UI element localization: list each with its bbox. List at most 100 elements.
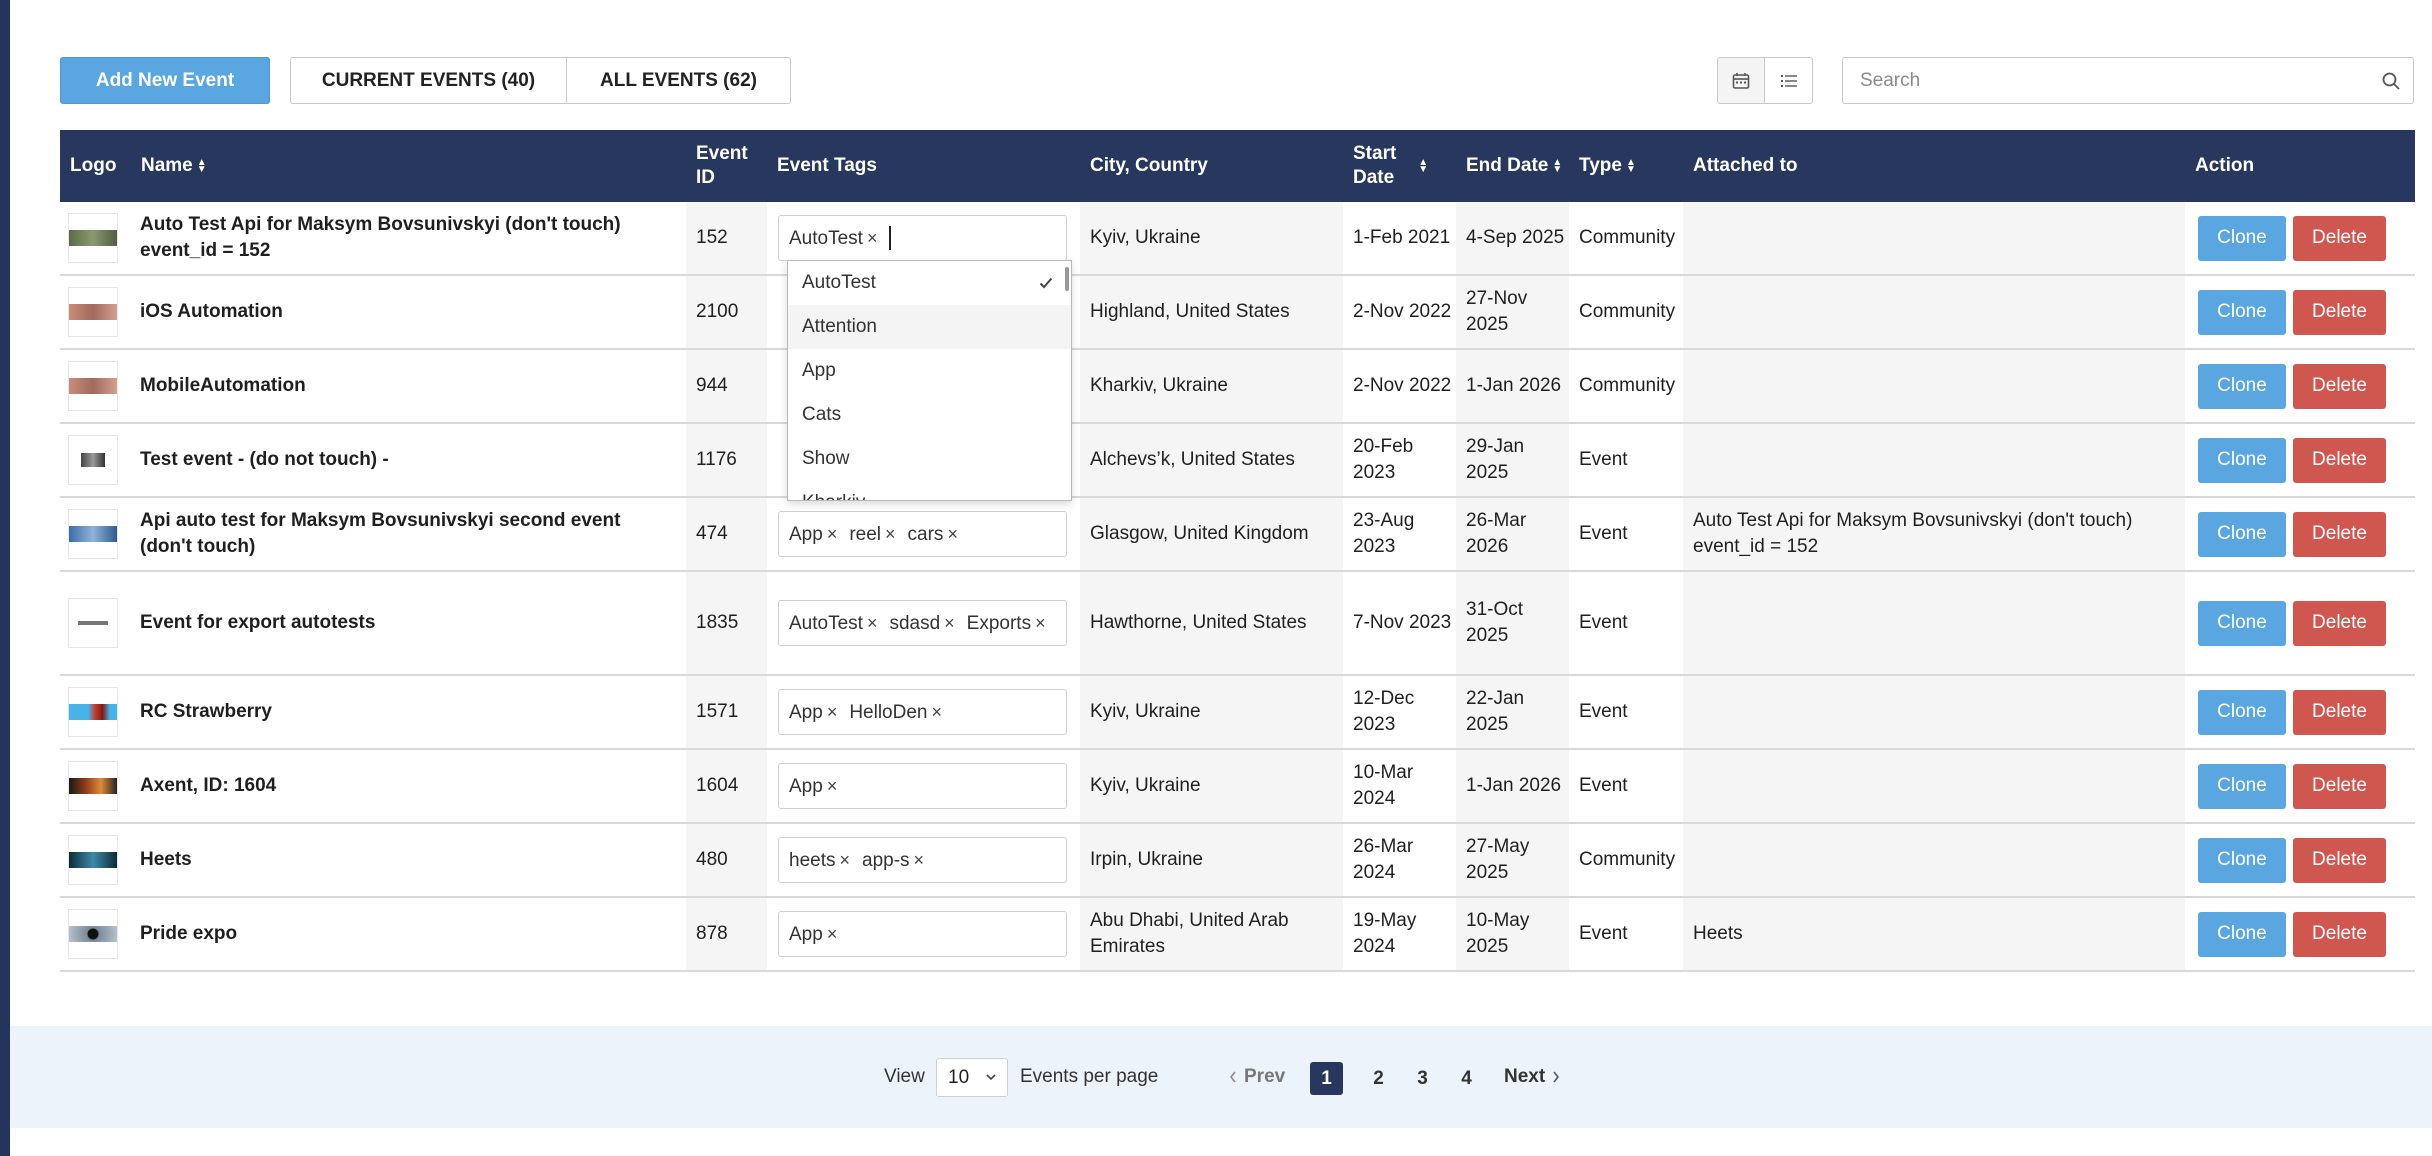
table-row: RC Strawberry 1571 App × HelloDen × Kyiv, … bbox=[60, 676, 2415, 750]
clone-button[interactable]: Clone bbox=[2198, 215, 2286, 261]
delete-button[interactable]: Delete bbox=[2293, 600, 2386, 646]
col-start-date[interactable]: Start Date ▲ ▼ bbox=[1353, 143, 1429, 188]
sort-icon[interactable]: ▲ ▼ bbox=[1418, 157, 1429, 175]
tags-input[interactable]: App × bbox=[778, 763, 1067, 809]
search-input[interactable] bbox=[1843, 58, 2343, 103]
event-tags: heets × app-s × bbox=[767, 824, 1080, 896]
delete-button[interactable]: Delete bbox=[2293, 289, 2386, 335]
remove-tag-icon[interactable]: × bbox=[826, 523, 838, 544]
tags-input[interactable]: App × reel × cars × bbox=[778, 511, 1067, 557]
delete-button[interactable]: Delete bbox=[2293, 689, 2386, 735]
page-1-button[interactable]: 1 bbox=[1310, 1062, 1343, 1095]
event-type: Event bbox=[1579, 523, 1628, 544]
logo-cell bbox=[60, 424, 131, 496]
tag-chip: cars × bbox=[907, 523, 958, 545]
tab-all-events[interactable]: ALL EVENTS (62) bbox=[567, 57, 791, 104]
delete-button[interactable]: Delete bbox=[2293, 511, 2386, 557]
list-view-button[interactable] bbox=[1765, 57, 1813, 104]
delete-button[interactable]: Delete bbox=[2293, 437, 2386, 483]
prev-page-button[interactable]: Prev bbox=[1228, 1026, 1285, 1128]
delete-button[interactable]: Delete bbox=[2293, 837, 2386, 883]
remove-tag-icon[interactable]: × bbox=[947, 523, 958, 544]
delete-button[interactable]: Delete bbox=[2293, 911, 2386, 957]
event-id: 2100 bbox=[686, 276, 767, 348]
delete-button[interactable]: Delete bbox=[2293, 363, 2386, 409]
remove-tag-icon[interactable]: × bbox=[866, 612, 878, 633]
add-new-event-button[interactable]: Add New Event bbox=[60, 57, 270, 104]
logo-cell bbox=[60, 750, 131, 822]
calendar-view-button[interactable] bbox=[1717, 57, 1765, 104]
clone-button[interactable]: Clone bbox=[2198, 837, 2286, 883]
table-row: Pride expo 878 App × Abu Dhabi, United Ar… bbox=[60, 898, 2415, 972]
remove-tag-icon[interactable]: × bbox=[866, 227, 878, 248]
next-page-button[interactable]: Next bbox=[1504, 1026, 1561, 1128]
sort-icon[interactable]: ▲ ▼ bbox=[1552, 157, 1563, 175]
event-end-date: 1-Jan 2026 bbox=[1456, 750, 1569, 822]
page-2-button[interactable]: 2 bbox=[1373, 1067, 1384, 1089]
event-logo bbox=[68, 361, 118, 411]
event-actions: Clone Delete bbox=[2185, 424, 2415, 496]
event-id: 474 bbox=[686, 498, 767, 570]
chevron-right-icon bbox=[1553, 1071, 1560, 1083]
dropdown-scrollbar[interactable] bbox=[1065, 267, 1069, 291]
event-logo bbox=[68, 835, 118, 885]
dropdown-option[interactable]: Cats bbox=[802, 404, 842, 425]
clone-button[interactable]: Clone bbox=[2198, 600, 2286, 646]
delete-button[interactable]: Delete bbox=[2293, 215, 2386, 261]
remove-tag-icon[interactable]: × bbox=[826, 701, 838, 722]
tags-input[interactable]: AutoTest × bbox=[778, 215, 1067, 261]
event-city: Hawthorne, United States bbox=[1080, 572, 1343, 674]
clone-button[interactable]: Clone bbox=[2198, 689, 2286, 735]
event-type: Community bbox=[1579, 301, 1676, 322]
event-name: Api auto test for Maksym Bovsunivskyi se… bbox=[140, 510, 621, 557]
table-row: Auto Test Api for Maksym Bovsunivskyi (d… bbox=[60, 202, 2415, 276]
dropdown-option[interactable]: Kharkiv bbox=[788, 481, 1071, 500]
tags-input[interactable]: App × bbox=[778, 911, 1067, 957]
dropdown-option[interactable]: Show bbox=[802, 448, 850, 469]
remove-tag-icon[interactable]: × bbox=[1035, 612, 1046, 633]
tags-input[interactable]: App × HelloDen × bbox=[778, 689, 1067, 735]
remove-tag-icon[interactable]: × bbox=[826, 775, 838, 796]
event-name: Pride expo bbox=[140, 923, 238, 944]
event-end-date: 27-May 2025 bbox=[1456, 824, 1569, 896]
event-logo bbox=[68, 909, 118, 959]
dropdown-option[interactable]: AutoTest bbox=[788, 261, 1071, 305]
page-3-button[interactable]: 3 bbox=[1417, 1067, 1428, 1089]
delete-button[interactable]: Delete bbox=[2293, 763, 2386, 809]
tags-input[interactable]: heets × app-s × bbox=[778, 837, 1067, 883]
clone-button[interactable]: Clone bbox=[2198, 437, 2286, 483]
tag-chip: HelloDen × bbox=[849, 701, 942, 723]
tab-current-events[interactable]: CURRENT EVENTS (40) bbox=[290, 57, 567, 104]
remove-tag-icon[interactable]: × bbox=[944, 612, 955, 633]
col-name[interactable]: Name ▲ ▼ bbox=[141, 155, 207, 176]
search-icon[interactable] bbox=[2381, 71, 2401, 91]
event-attached-to bbox=[1683, 350, 2185, 422]
page-4-button[interactable]: 4 bbox=[1461, 1067, 1472, 1089]
clone-button[interactable]: Clone bbox=[2198, 511, 2286, 557]
remove-tag-icon[interactable]: × bbox=[839, 849, 850, 870]
col-type[interactable]: Type ▲ ▼ bbox=[1579, 155, 1636, 176]
clone-button[interactable]: Clone bbox=[2198, 911, 2286, 957]
event-type: Community bbox=[1579, 227, 1676, 248]
remove-tag-icon[interactable]: × bbox=[826, 923, 838, 944]
clone-button[interactable]: Clone bbox=[2198, 289, 2286, 335]
clone-button[interactable]: Clone bbox=[2198, 763, 2286, 809]
remove-tag-icon[interactable]: × bbox=[931, 701, 942, 722]
logo-cell bbox=[60, 498, 131, 570]
event-end-date: 29-Jan 2025 bbox=[1456, 424, 1569, 496]
clone-button[interactable]: Clone bbox=[2198, 363, 2286, 409]
dropdown-option[interactable]: App bbox=[802, 360, 836, 381]
sort-icon[interactable]: ▲ ▼ bbox=[1625, 157, 1636, 175]
col-end-date[interactable]: End Date ▲ ▼ bbox=[1466, 155, 1563, 176]
remove-tag-icon[interactable]: × bbox=[913, 849, 925, 870]
events-page: Add New Event CURRENT EVENTS (40) ALL EV… bbox=[10, 0, 2432, 1156]
per-page-select[interactable]: 10 bbox=[936, 1058, 1008, 1097]
sort-icon[interactable]: ▲ ▼ bbox=[196, 157, 207, 175]
dropdown-option[interactable]: Attention bbox=[788, 305, 1071, 349]
event-name: Auto Test Api for Maksym Bovsunivskyi (d… bbox=[140, 214, 621, 261]
event-name: Heets bbox=[140, 849, 192, 870]
remove-tag-icon[interactable]: × bbox=[885, 523, 896, 544]
tags-input[interactable]: AutoTest × sdasd × Exports × bbox=[778, 600, 1067, 646]
event-tags: AutoTest × bbox=[767, 202, 1080, 274]
event-actions: Clone Delete bbox=[2185, 676, 2415, 748]
